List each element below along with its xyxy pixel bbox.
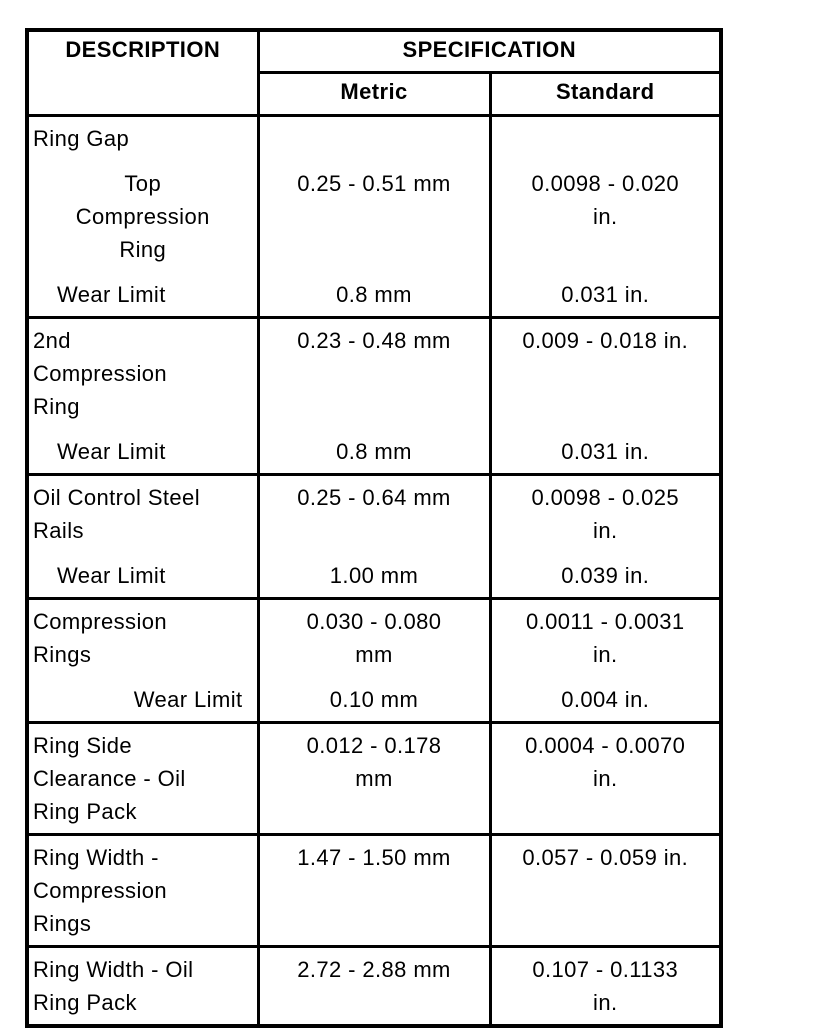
description-text: Ring Width - Oil Ring Pack bbox=[33, 956, 194, 1015]
description-text: Wear Limit bbox=[57, 281, 166, 307]
header-description-label: DESCRIPTION bbox=[65, 37, 221, 62]
description-text: 2nd Compression Ring bbox=[33, 327, 168, 419]
description-cell: Ring Gap Top Compression Ring Wear Limit bbox=[25, 113, 260, 319]
header-metric-label: Metric bbox=[340, 78, 408, 104]
metric-value: 0.25 - 0.64 mm bbox=[297, 484, 451, 510]
description-text: Wear Limit bbox=[57, 438, 166, 464]
standard-value: 0.0004 - 0.0070 in. bbox=[525, 732, 686, 791]
header-description-cell: DESCRIPTION bbox=[25, 28, 260, 117]
metric-cell: 2.72 - 2.88 mm bbox=[256, 944, 492, 1027]
standard-cell: 0.057 - 0.059 in. bbox=[488, 832, 723, 948]
standard-value bbox=[496, 122, 716, 155]
specifications-table: DESCRIPTION SPECIFICATION Metric Standar… bbox=[25, 28, 723, 1028]
description-cell: Oil Control Steel Rails Wear Limit bbox=[25, 472, 260, 600]
metric-value: 1.00 mm bbox=[329, 562, 419, 588]
description-cell: Ring Side Clearance - Oil Ring Pack bbox=[25, 720, 260, 836]
spec-row-compression-rings: Compression Rings Wear Limit 0.030 - 0.0… bbox=[25, 596, 723, 724]
description-cell: 2nd Compression Ring Wear Limit bbox=[25, 315, 260, 476]
standard-value: 0.031 in. bbox=[561, 438, 650, 464]
spec-row-ring-width-compression: Ring Width - Compression Rings 1.47 - 1.… bbox=[25, 832, 723, 948]
metric-value: 0.10 mm bbox=[329, 686, 419, 712]
standard-value: 0.107 - 0.1133 in. bbox=[532, 956, 679, 1015]
metric-value: 0.8 mm bbox=[336, 281, 412, 307]
standard-value: 0.031 in. bbox=[561, 281, 650, 307]
metric-cell: 0.23 - 0.48 mm 0.8 mm bbox=[256, 315, 492, 476]
spec-row-ring-width-oil: Ring Width - Oil Ring Pack 2.72 - 2.88 m… bbox=[25, 944, 723, 1027]
standard-cell: 0.009 - 0.018 in. 0.031 in. bbox=[488, 315, 723, 476]
standard-value: 0.009 - 0.018 in. bbox=[522, 327, 689, 353]
metric-value: 0.8 mm bbox=[336, 438, 412, 464]
standard-cell: 0.0004 - 0.0070 in. bbox=[488, 720, 723, 836]
description-text: Oil Control Steel Rails bbox=[33, 484, 200, 543]
header-specification-label: SPECIFICATION bbox=[402, 37, 576, 62]
description-text: Wear Limit bbox=[57, 562, 166, 588]
metric-value: 0.012 - 0.178 mm bbox=[306, 732, 442, 791]
metric-value bbox=[264, 122, 485, 155]
header-row-1: DESCRIPTION SPECIFICATION bbox=[25, 28, 723, 117]
standard-value: 0.039 in. bbox=[561, 562, 650, 588]
metric-value: 2.72 - 2.88 mm bbox=[297, 956, 451, 982]
spec-row-oil-control-steel-rails: Oil Control Steel Rails Wear Limit 0.25 … bbox=[25, 472, 723, 600]
header-row-2: Metric Standard bbox=[27, 70, 723, 117]
metric-cell: 0.25 - 0.51 mm 0.8 mm bbox=[256, 113, 492, 319]
standard-value: 0.004 in. bbox=[561, 686, 650, 712]
metric-cell: 1.47 - 1.50 mm bbox=[256, 832, 492, 948]
standard-value: 0.0098 - 0.025 in. bbox=[531, 484, 679, 543]
description-text: Ring Width - Compression Rings bbox=[33, 844, 168, 936]
standard-value: 0.0098 - 0.020 in. bbox=[531, 170, 679, 229]
description-text: Ring Side Clearance - Oil Ring Pack bbox=[33, 732, 186, 824]
description-cell: Ring Width - Compression Rings bbox=[25, 832, 260, 948]
metric-cell: 0.030 - 0.080 mm 0.10 mm bbox=[256, 596, 492, 724]
description-text: Compression Rings bbox=[33, 608, 168, 667]
description-cell: Ring Width - Oil Ring Pack bbox=[25, 944, 260, 1027]
standard-value: 0.057 - 0.059 in. bbox=[522, 844, 689, 870]
metric-value: 1.47 - 1.50 mm bbox=[297, 844, 451, 870]
metric-value: 0.23 - 0.48 mm bbox=[297, 327, 451, 353]
spec-row-2nd-compression-ring: 2nd Compression Ring Wear Limit 0.23 - 0… bbox=[25, 315, 723, 476]
standard-cell: 0.0011 - 0.0031 in. 0.004 in. bbox=[488, 596, 723, 724]
spec-row-ring-gap: Ring Gap Top Compression Ring Wear Limit… bbox=[25, 113, 723, 319]
header-specification-cell: SPECIFICATION bbox=[256, 28, 723, 74]
standard-cell: 0.0098 - 0.025 in. 0.039 in. bbox=[488, 472, 723, 600]
description-text: Ring Gap bbox=[33, 125, 130, 151]
metric-value: 0.030 - 0.080 mm bbox=[306, 608, 442, 667]
metric-value: 0.25 - 0.51 mm bbox=[297, 170, 451, 196]
header-standard-label: Standard bbox=[555, 78, 655, 104]
description-text: Top Compression Ring bbox=[75, 170, 210, 262]
metric-cell: 0.25 - 0.64 mm 1.00 mm bbox=[256, 472, 492, 600]
header-metric-cell: Metric bbox=[256, 70, 492, 117]
standard-value: 0.0011 - 0.0031 in. bbox=[526, 608, 685, 667]
description-cell: Compression Rings Wear Limit bbox=[25, 596, 260, 724]
metric-cell: 0.012 - 0.178 mm bbox=[256, 720, 492, 836]
header-standard-cell: Standard bbox=[488, 70, 723, 117]
spec-row-ring-side-clearance: Ring Side Clearance - Oil Ring Pack 0.01… bbox=[25, 720, 723, 836]
description-text: Wear Limit bbox=[133, 686, 243, 712]
standard-cell: 0.0098 - 0.020 in. 0.031 in. bbox=[488, 113, 723, 319]
standard-cell: 0.107 - 0.1133 in. bbox=[488, 944, 723, 1027]
